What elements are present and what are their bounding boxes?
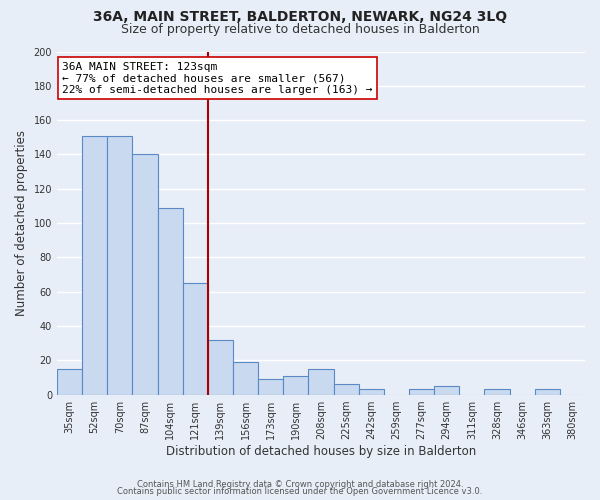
Text: Contains public sector information licensed under the Open Government Licence v3: Contains public sector information licen…: [118, 487, 482, 496]
Bar: [359, 390, 384, 394]
Bar: [107, 136, 133, 394]
Text: 36A MAIN STREET: 123sqm
← 77% of detached houses are smaller (567)
22% of semi-d: 36A MAIN STREET: 123sqm ← 77% of detache…: [62, 62, 373, 95]
Bar: [208, 340, 233, 394]
X-axis label: Distribution of detached houses by size in Balderton: Distribution of detached houses by size …: [166, 444, 476, 458]
Bar: [182, 283, 208, 395]
Bar: [334, 384, 359, 394]
Text: Contains HM Land Registry data © Crown copyright and database right 2024.: Contains HM Land Registry data © Crown c…: [137, 480, 463, 489]
Text: 36A, MAIN STREET, BALDERTON, NEWARK, NG24 3LQ: 36A, MAIN STREET, BALDERTON, NEWARK, NG2…: [93, 10, 507, 24]
Bar: [484, 390, 509, 394]
Bar: [258, 379, 283, 394]
Bar: [535, 390, 560, 394]
Y-axis label: Number of detached properties: Number of detached properties: [15, 130, 28, 316]
Bar: [158, 208, 182, 394]
Text: Size of property relative to detached houses in Balderton: Size of property relative to detached ho…: [121, 22, 479, 36]
Bar: [133, 154, 158, 394]
Bar: [57, 369, 82, 394]
Bar: [308, 369, 334, 394]
Bar: [434, 386, 459, 394]
Bar: [409, 390, 434, 394]
Bar: [82, 136, 107, 394]
Bar: [283, 376, 308, 394]
Bar: [233, 362, 258, 394]
